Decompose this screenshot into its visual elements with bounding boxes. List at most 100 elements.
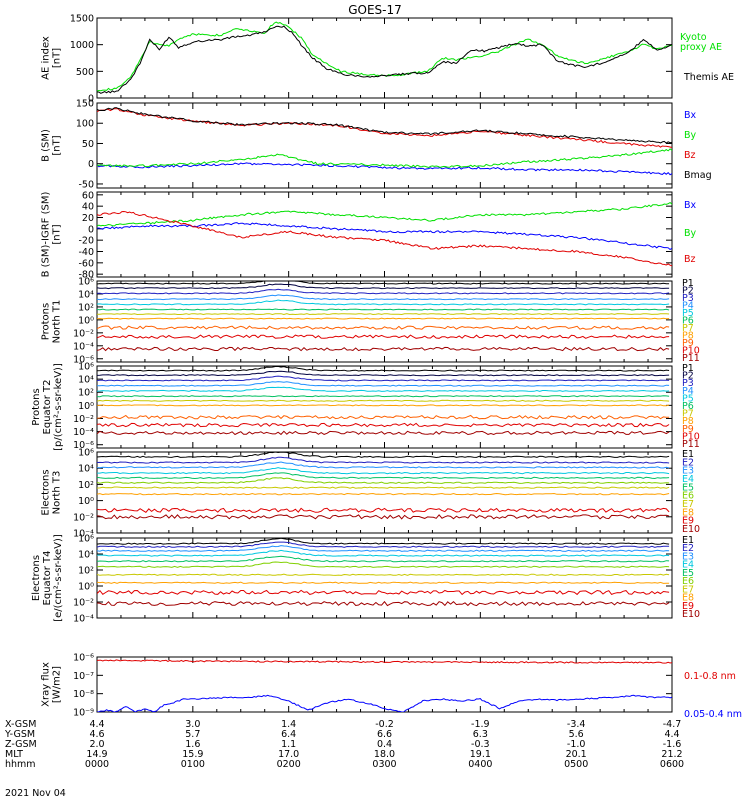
y-tick-label: 20 (82, 213, 94, 224)
y-tick-label: 10⁶ (78, 534, 94, 545)
channel-line-e8 (97, 581, 670, 584)
channel-line-p5 (97, 386, 670, 392)
y-axis-label: Protons (31, 388, 42, 425)
legend-label: Themis AE (683, 72, 734, 83)
channel-line-p1 (97, 366, 670, 372)
y-tick-label: -20 (78, 236, 94, 247)
y-tick-label: 10⁻⁶ (73, 354, 94, 365)
x-axis-value: 6.6 (377, 729, 392, 740)
channel-label: P10 (682, 431, 700, 442)
channel-line-p8 (97, 317, 670, 320)
series-line-by (97, 201, 672, 227)
channel-label: P6 (682, 401, 694, 412)
y-tick-label: 10⁻⁷ (73, 671, 94, 682)
plot-area (97, 538, 670, 607)
date-label: 2021 Nov 04 (5, 788, 66, 799)
channel-label: P7 (682, 409, 694, 420)
channel-label: E1 (682, 449, 694, 460)
channel-line-p3 (97, 375, 670, 382)
y-tick-label: 10⁻⁶ (73, 653, 94, 664)
y-tick-label: 10⁴ (78, 289, 94, 300)
channel-label: E3 (682, 466, 694, 477)
y-tick-label: 1500 (70, 14, 94, 25)
x-axis-value: 1.1 (281, 739, 296, 750)
series-line-bz (97, 210, 672, 267)
y-axis-label: B (SM)-IGRF (SM) (41, 192, 52, 278)
legend-label: Bz (684, 254, 696, 265)
y-axis-label: North T3 (52, 471, 63, 515)
y-axis-label: Electrons (31, 555, 42, 601)
x-axis-table: X-GSMY-GSMZ-GSMMLThhmm4.44.62.014.900003… (4, 719, 684, 770)
x-axis-value: 0500 (564, 759, 588, 770)
channel-label: E9 (682, 516, 694, 527)
channel-line-p9 (97, 325, 670, 330)
x-axis-value: 17.0 (278, 749, 299, 760)
plot-area (97, 366, 670, 436)
series-line-bx (97, 222, 672, 251)
channel-label: P8 (682, 416, 694, 427)
y-tick-label: 10⁶ (78, 448, 94, 459)
y-tick-label: -50 (78, 179, 94, 190)
y-tick-label: 10⁻⁹ (73, 708, 94, 719)
channel-line-p11 (97, 346, 670, 352)
x-axis-value: 5.7 (185, 729, 200, 740)
channel-line-e5 (97, 555, 670, 563)
channel-label: E2 (682, 543, 694, 554)
channel-label: E10 (682, 609, 700, 620)
x-axis-value: 0100 (181, 759, 205, 770)
channel-label: E4 (682, 560, 694, 571)
plot-area (97, 21, 672, 94)
channel-line-p4 (97, 294, 670, 301)
legend-label: Kyoto (680, 32, 707, 43)
channel-label: E6 (682, 491, 694, 502)
x-axis-value: 20.1 (566, 749, 587, 760)
y-tick-label: 10⁴ (78, 375, 94, 386)
channel-label: P6 (682, 316, 694, 327)
x-axis-value: -1.0 (567, 739, 586, 750)
panel-protons-t2: 10⁶ 10⁴ 10² 10⁰ 10⁻² 10⁻⁴ 10⁻⁶ Protons Equator T… (31, 362, 700, 452)
x-axis-value: 6.3 (473, 729, 488, 740)
channel-line-p9 (97, 414, 670, 420)
legend-label: Bx (684, 200, 697, 211)
channel-line-e2 (97, 456, 670, 464)
channel-line-e7 (97, 573, 670, 576)
series-line-bmag (97, 107, 672, 144)
y-tick-label: 10⁰ (78, 401, 94, 412)
channel-line-p4 (97, 381, 670, 387)
channel-line-p5 (97, 299, 670, 306)
y-tick-label: -60 (78, 258, 94, 269)
plot-title: GOES-17 (348, 3, 402, 17)
y-axis-label: [nT] (52, 135, 63, 155)
channel-line-p2 (97, 370, 670, 377)
channel-line-e3 (97, 461, 670, 469)
y-tick-label: 10⁻² (73, 512, 94, 523)
channel-line-p11 (97, 430, 670, 436)
y-tick-label: 10² (78, 388, 94, 399)
channel-label: E8 (682, 507, 694, 518)
x-axis-value: -0.3 (471, 739, 490, 750)
legend-label: 0.05-0.4 nm (684, 709, 742, 720)
x-axis-value: 15.9 (182, 749, 203, 760)
channel-label: E3 (682, 551, 694, 562)
channel-line-e2 (97, 541, 670, 548)
x-axis-row-label: hhmm (5, 759, 36, 770)
channel-line-e1 (97, 452, 670, 459)
x-axis-value: 0.4 (377, 739, 392, 750)
x-axis-value: 19.1 (470, 749, 491, 760)
channel-label: P4 (682, 386, 694, 397)
y-tick-label: 0 (88, 159, 94, 170)
channel-label: E8 (682, 593, 694, 604)
x-axis-value: -0.2 (375, 719, 394, 730)
y-axis-label: AE index (41, 36, 52, 80)
channel-label: P11 (682, 353, 700, 364)
legend-label: Bz (684, 150, 696, 161)
y-tick-label: 10⁻⁴ (73, 341, 94, 352)
x-axis-value: 21.2 (661, 749, 682, 760)
channel-label: P5 (682, 393, 694, 404)
channel-line-p7 (97, 313, 670, 316)
